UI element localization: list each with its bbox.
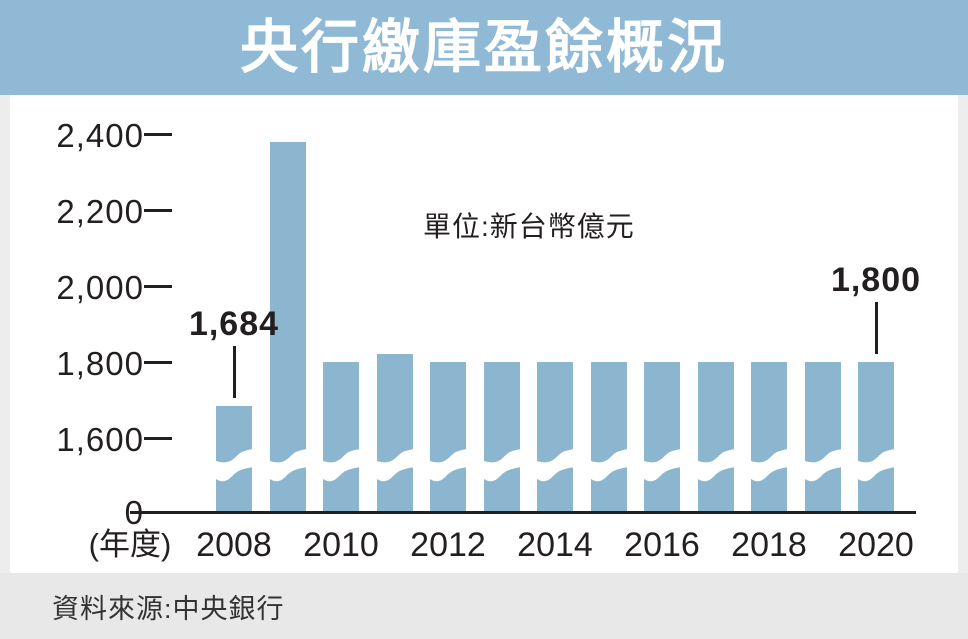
x-tick-label-2018: 2018 (731, 526, 807, 564)
bar-2019 (804, 362, 841, 514)
chart-title: 央行繳庫盈餘概況 (239, 14, 728, 80)
bar-2015 (590, 362, 627, 514)
x-tick-label-2016: 2016 (624, 526, 700, 564)
y-tick-mark (144, 361, 172, 364)
bar-2013 (483, 362, 520, 514)
bar-2014 (537, 362, 573, 514)
value-leader-line-2008 (233, 346, 236, 399)
y-tick-mark (144, 209, 172, 212)
bar-2018 (751, 362, 787, 514)
bar-2016 (644, 362, 680, 514)
x-tick-label-2014: 2014 (517, 526, 593, 564)
y-tick-mark (144, 437, 172, 440)
source-text: 資料來源:中央銀行 (52, 593, 285, 624)
y-tick-label: 2,400 (56, 117, 144, 154)
y-tick-mark (144, 133, 172, 136)
axis-break-wave-icon (216, 449, 252, 482)
axis-break-wave-icon (483, 449, 520, 482)
x-axis-title: (年度) (88, 527, 172, 562)
source-footer: 資料來源:中央銀行 (0, 573, 968, 639)
axis-break-wave-icon (590, 449, 627, 482)
axis-break-wave-icon (323, 449, 359, 482)
axis-break-wave-icon (537, 449, 573, 482)
y-tick-label: 0 (10, 496, 144, 529)
axis-break-wave-icon (804, 449, 841, 482)
value-leader-line-2020 (875, 302, 878, 354)
x-tick-label-2012: 2012 (410, 526, 486, 564)
unit-label: 單位:新台幣億元 (423, 211, 635, 242)
bar-2012 (430, 362, 466, 514)
bar-2009 (269, 141, 306, 514)
axis-break-wave-icon (269, 449, 306, 482)
y-tick-label: 2,000 (56, 269, 144, 306)
chart-title-bar: 央行繳庫盈餘概況 (0, 0, 968, 95)
chart-panel: 單位:新台幣億元 2,400 2,200 2,000 1,800 1,600 0 (年度)… (10, 95, 958, 573)
axis-break-wave-icon (858, 449, 894, 482)
x-tick-label-2020: 2020 (838, 526, 914, 564)
y-tick-mark (144, 285, 172, 288)
axis-break-wave-icon (376, 449, 413, 482)
bar-2017 (697, 362, 734, 514)
axis-break-wave-icon (430, 449, 466, 482)
value-label-2020: 1,800 (830, 261, 922, 299)
bar-2020 (858, 362, 894, 514)
axis-break-wave-icon (697, 449, 734, 482)
x-axis-line (130, 511, 916, 514)
axis-break-wave-icon (644, 449, 680, 482)
x-tick-label-2008: 2008 (196, 526, 272, 564)
y-tick-label: 2,200 (56, 193, 144, 230)
value-label-2008: 1,684 (188, 305, 280, 344)
axis-break-wave-icon (751, 449, 787, 482)
x-tick-label-2010: 2010 (303, 526, 379, 564)
bar-2008 (216, 406, 252, 514)
y-tick-label: 1,600 (56, 421, 144, 458)
bar-2011 (376, 354, 413, 514)
bar-2010 (323, 362, 359, 514)
y-tick-label: 1,800 (56, 345, 144, 382)
